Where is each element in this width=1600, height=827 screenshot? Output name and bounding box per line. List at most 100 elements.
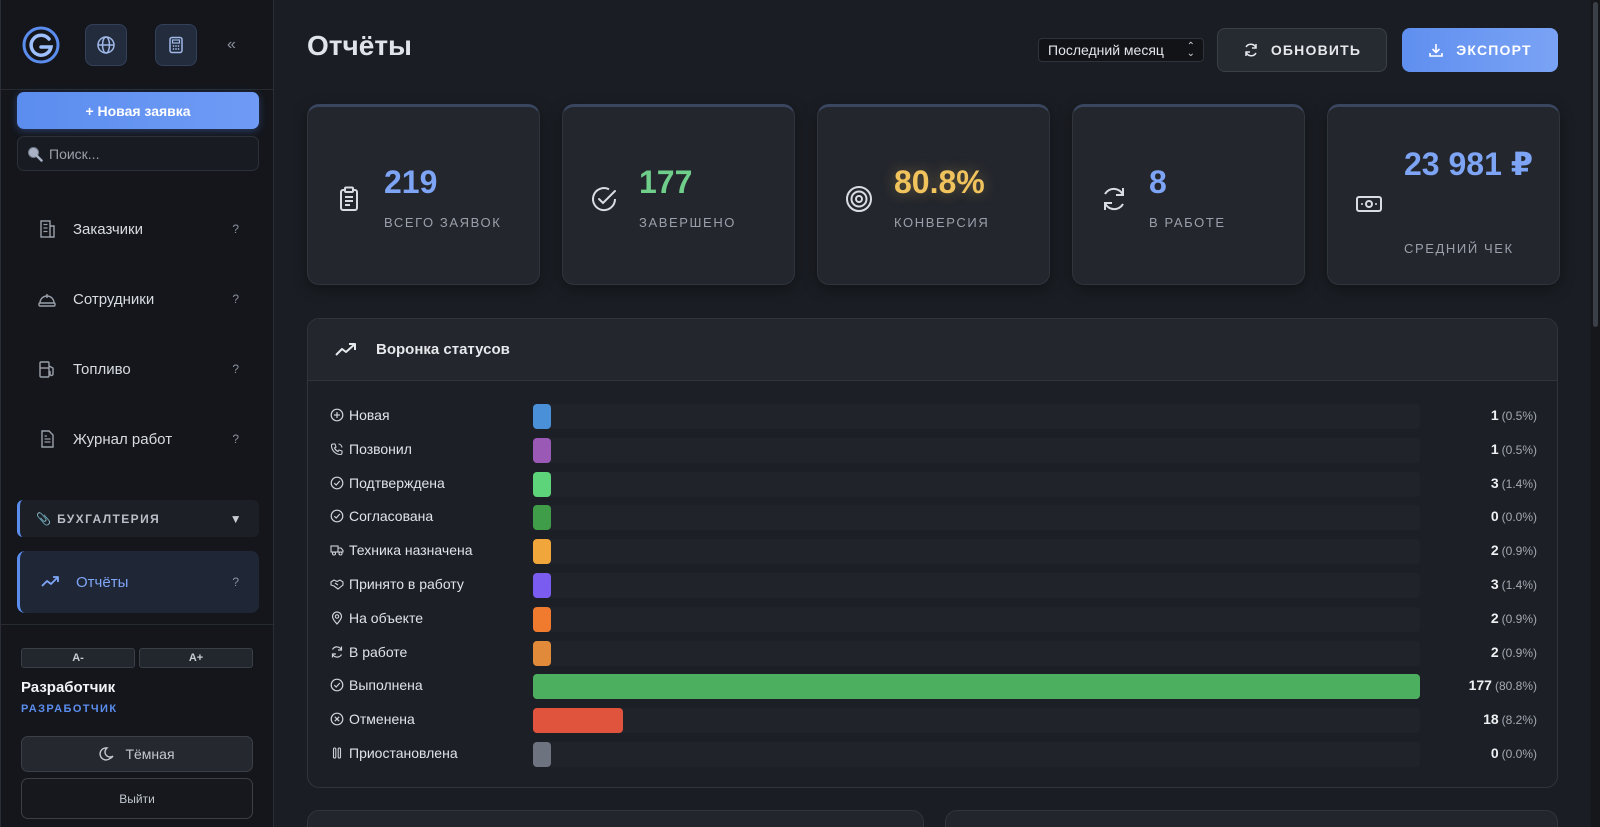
check-circle-icon xyxy=(330,476,344,489)
sidebar-item-fuel[interactable]: Топливо ? xyxy=(17,347,259,391)
funnel-title: Воронка статусов xyxy=(376,341,510,358)
target-icon xyxy=(846,186,872,212)
download-icon xyxy=(1429,44,1444,57)
status-percent: (80.8%) xyxy=(1494,679,1537,694)
calculator-button[interactable] xyxy=(155,23,197,66)
scrollbar-thumb[interactable] xyxy=(1593,2,1598,327)
funnel-row: Согласована 0 (0.0%) xyxy=(308,504,1557,531)
logout-button[interactable]: Выйти xyxy=(21,778,253,819)
sidebar-item-reports[interactable]: Отчёты ? xyxy=(17,551,259,613)
trending-up-icon xyxy=(335,342,356,356)
moon-icon xyxy=(99,747,115,761)
stat-label: В РАБОТЕ xyxy=(1149,215,1226,230)
funnel-row-label: Отменена xyxy=(330,711,415,727)
refresh-button[interactable]: ОБНОВИТЬ xyxy=(1217,28,1387,72)
hardhat-icon xyxy=(38,294,56,307)
funnel-row: Новая 1 (0.5%) xyxy=(308,403,1557,429)
funnel-bar-track xyxy=(533,471,1420,497)
status-percent: (1.4%) xyxy=(1501,578,1537,592)
funnel-row: Приостановлена 0 (0.0%) xyxy=(308,741,1557,767)
period-select[interactable]: Последний месяц ⌃ ⌄ xyxy=(1038,38,1204,62)
status-percent: (0.0%) xyxy=(1501,510,1537,525)
funnel-row-label: Согласована xyxy=(330,508,433,524)
status-name: Подтверждена xyxy=(349,474,445,491)
status-name: Выполнена xyxy=(349,677,423,694)
funnel-bar xyxy=(533,505,551,531)
help-hint[interactable]: ? xyxy=(232,362,239,376)
theme-toggle-button[interactable]: Тёмная xyxy=(21,736,253,772)
font-decrease-button[interactable]: A- xyxy=(21,648,135,668)
globe-button[interactable] xyxy=(85,23,127,66)
funnel-row-value: 1 (0.5%) xyxy=(1491,407,1537,423)
funnel-row-label: Техника назначена xyxy=(330,542,473,558)
font-increase-button[interactable]: A+ xyxy=(139,648,253,668)
status-percent: (0.5%) xyxy=(1501,442,1537,457)
funnel-row-label: Приостановлена xyxy=(330,745,458,761)
check-circle-icon xyxy=(330,509,344,523)
funnel-bar xyxy=(533,640,551,666)
export-button[interactable]: ЭКСПОРТ xyxy=(1402,28,1558,72)
bottom-panel-left xyxy=(307,810,924,827)
funnel-row-value: 0 (0.0%) xyxy=(1491,745,1537,761)
font-size-controls: A- A+ xyxy=(21,648,253,668)
handshake-icon xyxy=(330,579,344,590)
refresh-icon xyxy=(1104,187,1124,211)
sidebar-item-label: Сотрудники xyxy=(73,290,155,308)
search-input[interactable] xyxy=(49,145,249,162)
sidebar-item-label: Отчёты xyxy=(76,573,129,591)
funnel-bar xyxy=(533,606,551,632)
globe-icon xyxy=(97,35,115,54)
funnel-bar-track xyxy=(533,742,1420,767)
logo-icon[interactable] xyxy=(21,25,61,65)
funnel-row-value: 3 (1.4%) xyxy=(1491,576,1537,592)
funnel-bar xyxy=(533,404,551,429)
new-request-button[interactable]: + Новая заявка xyxy=(17,92,259,129)
funnel-bar-track xyxy=(533,606,1420,632)
help-hint[interactable]: ? xyxy=(232,575,239,589)
funnel-bar xyxy=(533,674,1420,700)
funnel-bar xyxy=(533,437,551,463)
funnel-row-label: На объекте xyxy=(330,610,423,626)
funnel-bar-track xyxy=(533,437,1420,463)
funnel-row-value: 2 (0.9%) xyxy=(1491,610,1537,626)
status-count: 1 xyxy=(1490,440,1499,457)
funnel-header: Воронка статусов xyxy=(308,319,1557,381)
status-count: 3 xyxy=(1490,576,1499,592)
search-field[interactable] xyxy=(17,136,259,171)
stat-card-completed: 177 ЗАВЕРШЕНО xyxy=(562,104,795,285)
funnel-bar-track xyxy=(533,708,1420,734)
sidebar-item-label: Топливо xyxy=(73,360,131,378)
truck-icon xyxy=(330,545,344,556)
status-percent: (0.9%) xyxy=(1501,544,1537,559)
status-count: 2 xyxy=(1490,542,1499,559)
status-count: 1 xyxy=(1490,407,1499,423)
status-name: Позвонил xyxy=(349,440,412,457)
sidebar-item-employees[interactable]: Сотрудники ? xyxy=(17,277,259,321)
clipboard-icon xyxy=(340,186,358,211)
theme-label: Тёмная xyxy=(125,746,175,762)
help-hint[interactable]: ? xyxy=(232,432,239,446)
period-value: Последний месяц xyxy=(1048,42,1164,58)
status-name: Отменена xyxy=(349,711,415,728)
sidebar-header: « xyxy=(1,0,273,90)
collapse-sidebar-button[interactable]: « xyxy=(227,35,236,53)
page-scrollbar[interactable] xyxy=(1591,0,1600,827)
funnel-bar-track xyxy=(533,640,1420,666)
refresh-icon xyxy=(331,645,343,658)
check-circle-icon xyxy=(330,678,344,692)
page-title: Отчёты xyxy=(307,30,412,61)
help-hint[interactable]: ? xyxy=(232,292,239,306)
sidebar-item-work-log[interactable]: Журнал работ ? xyxy=(17,417,259,461)
status-percent: (0.9%) xyxy=(1501,611,1537,626)
select-chevron-icon: ⌃ ⌄ xyxy=(1186,41,1195,59)
phone-icon xyxy=(330,443,343,455)
sidebar-item-customers[interactable]: Заказчики ? xyxy=(17,207,259,251)
help-hint[interactable]: ? xyxy=(232,222,239,236)
section-label: 📎 БУХГАЛТЕРИЯ xyxy=(36,511,161,526)
funnel-bar-track xyxy=(533,505,1420,531)
bottom-panel-right xyxy=(945,810,1558,827)
section-accounting[interactable]: 📎 БУХГАЛТЕРИЯ ▼ xyxy=(17,500,259,537)
status-count: 2 xyxy=(1490,643,1499,660)
funnel-row: Позвонил 1 (0.5%) xyxy=(308,437,1557,463)
stat-label: КОНВЕРСИЯ xyxy=(894,215,990,230)
